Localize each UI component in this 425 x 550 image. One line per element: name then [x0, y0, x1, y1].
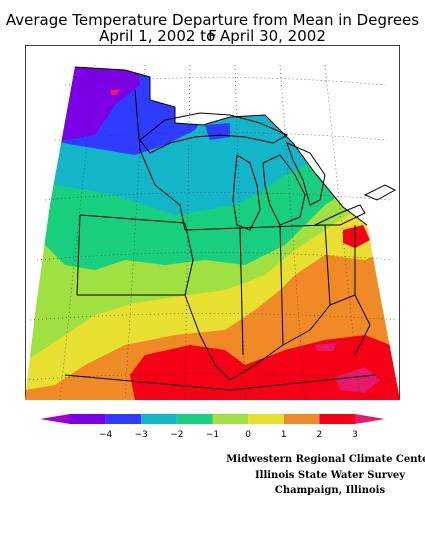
temperature-colorbar: −4−3−2−101234 — [40, 414, 385, 440]
credit-organization: Midwestern Regional Climate Center — [226, 454, 425, 465]
colorbar-segment — [40, 414, 70, 424]
colorbar-segment — [141, 414, 177, 424]
colorbar-tick-label: 1 — [281, 430, 287, 440]
colorbar-segment — [283, 414, 320, 424]
credit-survey: Illinois State Water Survey — [254, 470, 406, 481]
colorbar-segment — [105, 414, 142, 424]
colorbar-segment — [248, 414, 284, 424]
colorbar-tick-label: −3 — [135, 430, 148, 440]
colorbar-segment — [176, 414, 213, 424]
colorbar-segment — [355, 414, 385, 424]
colorbar-segment — [212, 414, 249, 424]
colorbar-tick-label: −4 — [99, 430, 113, 440]
colorbar-tick-label: 3 — [352, 430, 358, 440]
credit-location: Champaign, Illinois — [274, 485, 386, 496]
map-date-range: April 1, 2002 to April 30, 2002 — [99, 27, 326, 45]
colorbar-tick-label: 0 — [245, 430, 251, 440]
colorbar-segment — [70, 414, 106, 424]
map-title: Average Temperature Departure from Mean … — [5, 11, 420, 45]
temperature-departure-map — [25, 45, 400, 400]
colorbar-tick-label: 2 — [317, 430, 323, 440]
colorbar-tick-label: −1 — [206, 430, 219, 440]
colorbar-segment — [319, 414, 355, 424]
colorbar-tick-label: −2 — [170, 430, 183, 440]
